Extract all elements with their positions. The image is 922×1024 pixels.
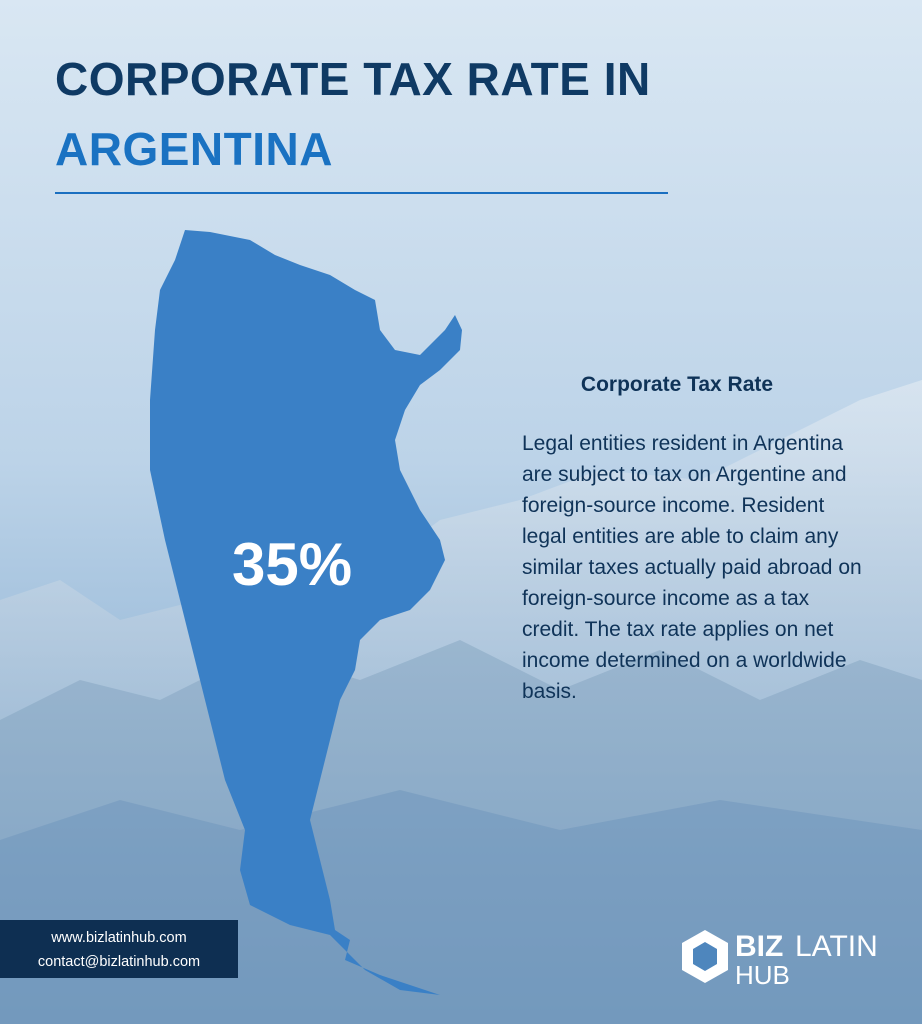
logo-biz: BIZ: [735, 930, 783, 963]
section-heading: Corporate Tax Rate: [580, 373, 774, 396]
website: www.bizlatinhub.com: [51, 930, 187, 946]
title-line-1: CORPORATE TAX RATE IN: [55, 53, 651, 105]
footer-box: www.bizlatinhub.com contact@bizlatinhub.…: [0, 920, 238, 978]
logo-latin: LATIN: [795, 930, 878, 963]
logo: BIZ LATIN HUB: [682, 930, 878, 990]
title-rule: [55, 192, 668, 194]
logo-hub: HUB: [735, 960, 790, 990]
section-body: Legal entities resident in Argentina are…: [522, 432, 862, 703]
argentina-map: [150, 230, 462, 995]
tax-rate: 35%: [232, 531, 352, 598]
email: contact@bizlatinhub.com: [37, 954, 201, 970]
title-line-2: ARGENTINA: [55, 123, 333, 175]
